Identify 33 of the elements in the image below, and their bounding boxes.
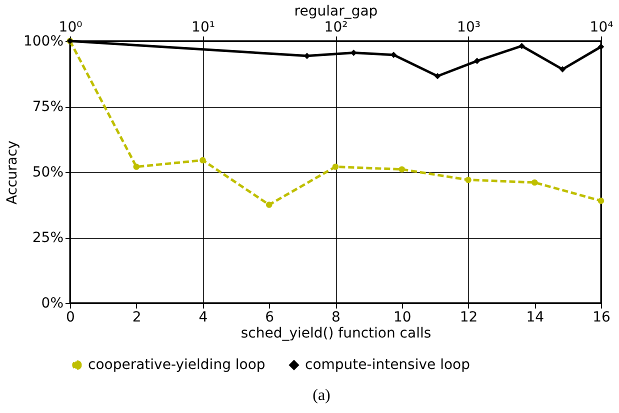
point — [398, 166, 406, 173]
x-tick-label: 0 — [66, 310, 75, 326]
x-tick-label: 16 — [592, 310, 610, 326]
x2-axis-title: regular_gap — [294, 4, 378, 20]
point — [598, 198, 604, 204]
x-tick-label: 4 — [198, 310, 208, 326]
y-axis-title: Accuracy — [4, 140, 20, 204]
y-tick-label: 25% — [32, 230, 64, 246]
legend-label: compute-intensive loop — [305, 357, 470, 374]
x-tick-label: 2 — [132, 310, 142, 326]
y-tick-label: 100% — [23, 34, 64, 50]
y-tick-label: 50% — [32, 164, 64, 180]
point — [465, 176, 472, 184]
legend-label: cooperative-yielding loop — [88, 357, 266, 374]
point — [133, 164, 140, 170]
x2-tick-label: 10⁴ — [590, 20, 614, 36]
y-tick-label: 75% — [32, 99, 64, 115]
x2-tick-label: 10¹ — [192, 20, 215, 36]
x2-tick-label: 10⁰ — [58, 20, 83, 36]
x-tick-label: 10 — [393, 310, 412, 326]
x2-tick-label: 10² — [324, 20, 348, 36]
point — [332, 164, 339, 170]
x-tick-label: 12 — [460, 310, 478, 326]
x2-tick-label: 10³ — [457, 20, 480, 36]
point — [266, 202, 272, 208]
x-axis-title: sched_yield() function calls — [240, 326, 432, 342]
point — [531, 179, 538, 186]
point — [200, 157, 206, 164]
text: (a) — [312, 387, 332, 405]
x-tick-label: 8 — [332, 310, 340, 326]
y-tick-label: 0% — [41, 296, 64, 312]
x-tick-label: 6 — [265, 310, 274, 326]
x-tick-label: 14 — [526, 310, 544, 326]
